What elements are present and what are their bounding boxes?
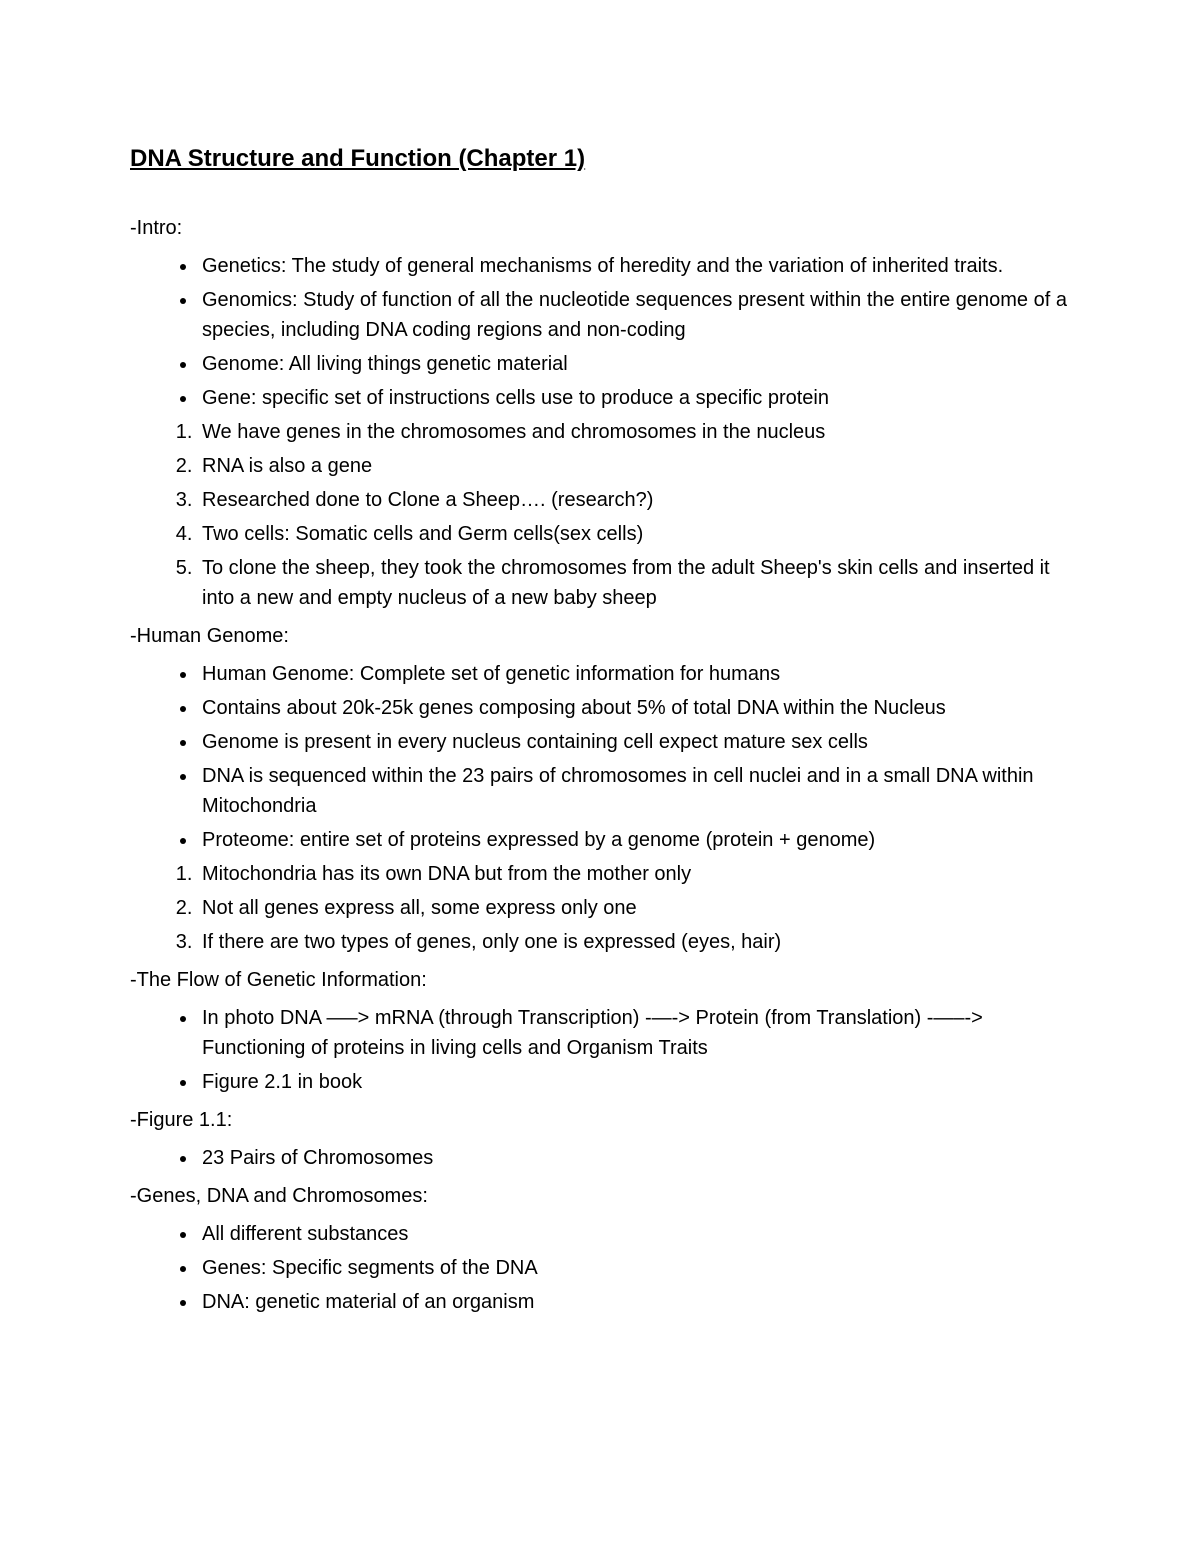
page-title: DNA Structure and Function (Chapter 1) — [130, 145, 1070, 173]
list-item: To clone the sheep, they took the chromo… — [198, 551, 1070, 615]
list-item: If there are two types of genes, only on… — [198, 925, 1070, 959]
list-item: All different substances — [198, 1217, 1070, 1251]
list-item: We have genes in the chromosomes and chr… — [198, 415, 1070, 449]
list-item: Human Genome: Complete set of genetic in… — [198, 657, 1070, 691]
list-item: Researched done to Clone a Sheep…. (rese… — [198, 483, 1070, 517]
bullet-list: In photo DNA —–> mRNA (through Transcrip… — [130, 1001, 1070, 1099]
list-item: Genes: Specific segments of the DNA — [198, 1251, 1070, 1285]
section-label: -The Flow of Genetic Information: — [130, 965, 1070, 995]
list-item: DNA is sequenced within the 23 pairs of … — [198, 759, 1070, 823]
list-item: Not all genes express all, some express … — [198, 891, 1070, 925]
list-item: DNA: genetic material of an organism — [198, 1285, 1070, 1319]
list-item: In photo DNA —–> mRNA (through Transcrip… — [198, 1001, 1070, 1065]
bullet-list: All different substances Genes: Specific… — [130, 1217, 1070, 1319]
list-item: Genomics: Study of function of all the n… — [198, 283, 1070, 347]
section-label: -Intro: — [130, 213, 1070, 243]
numbered-list: Mitochondria has its own DNA but from th… — [130, 857, 1070, 959]
list-item: Genetics: The study of general mechanism… — [198, 249, 1070, 283]
list-item: Figure 2.1 in book — [198, 1065, 1070, 1099]
bullet-list: 23 Pairs of Chromosomes — [130, 1141, 1070, 1175]
numbered-list: We have genes in the chromosomes and chr… — [130, 415, 1070, 615]
list-item: Genome is present in every nucleus conta… — [198, 725, 1070, 759]
list-item: Proteome: entire set of proteins express… — [198, 823, 1070, 857]
list-item: Mitochondria has its own DNA but from th… — [198, 857, 1070, 891]
list-item: 23 Pairs of Chromosomes — [198, 1141, 1070, 1175]
list-item: Genome: All living things genetic materi… — [198, 347, 1070, 381]
list-item: RNA is also a gene — [198, 449, 1070, 483]
section-label: -Genes, DNA and Chromosomes: — [130, 1181, 1070, 1211]
list-item: Gene: specific set of instructions cells… — [198, 381, 1070, 415]
document-page: DNA Structure and Function (Chapter 1) -… — [0, 0, 1200, 1399]
bullet-list: Human Genome: Complete set of genetic in… — [130, 657, 1070, 857]
section-label: -Human Genome: — [130, 621, 1070, 651]
list-item: Contains about 20k-25k genes composing a… — [198, 691, 1070, 725]
section-label: -Figure 1.1: — [130, 1105, 1070, 1135]
bullet-list: Genetics: The study of general mechanism… — [130, 249, 1070, 415]
list-item: Two cells: Somatic cells and Germ cells(… — [198, 517, 1070, 551]
